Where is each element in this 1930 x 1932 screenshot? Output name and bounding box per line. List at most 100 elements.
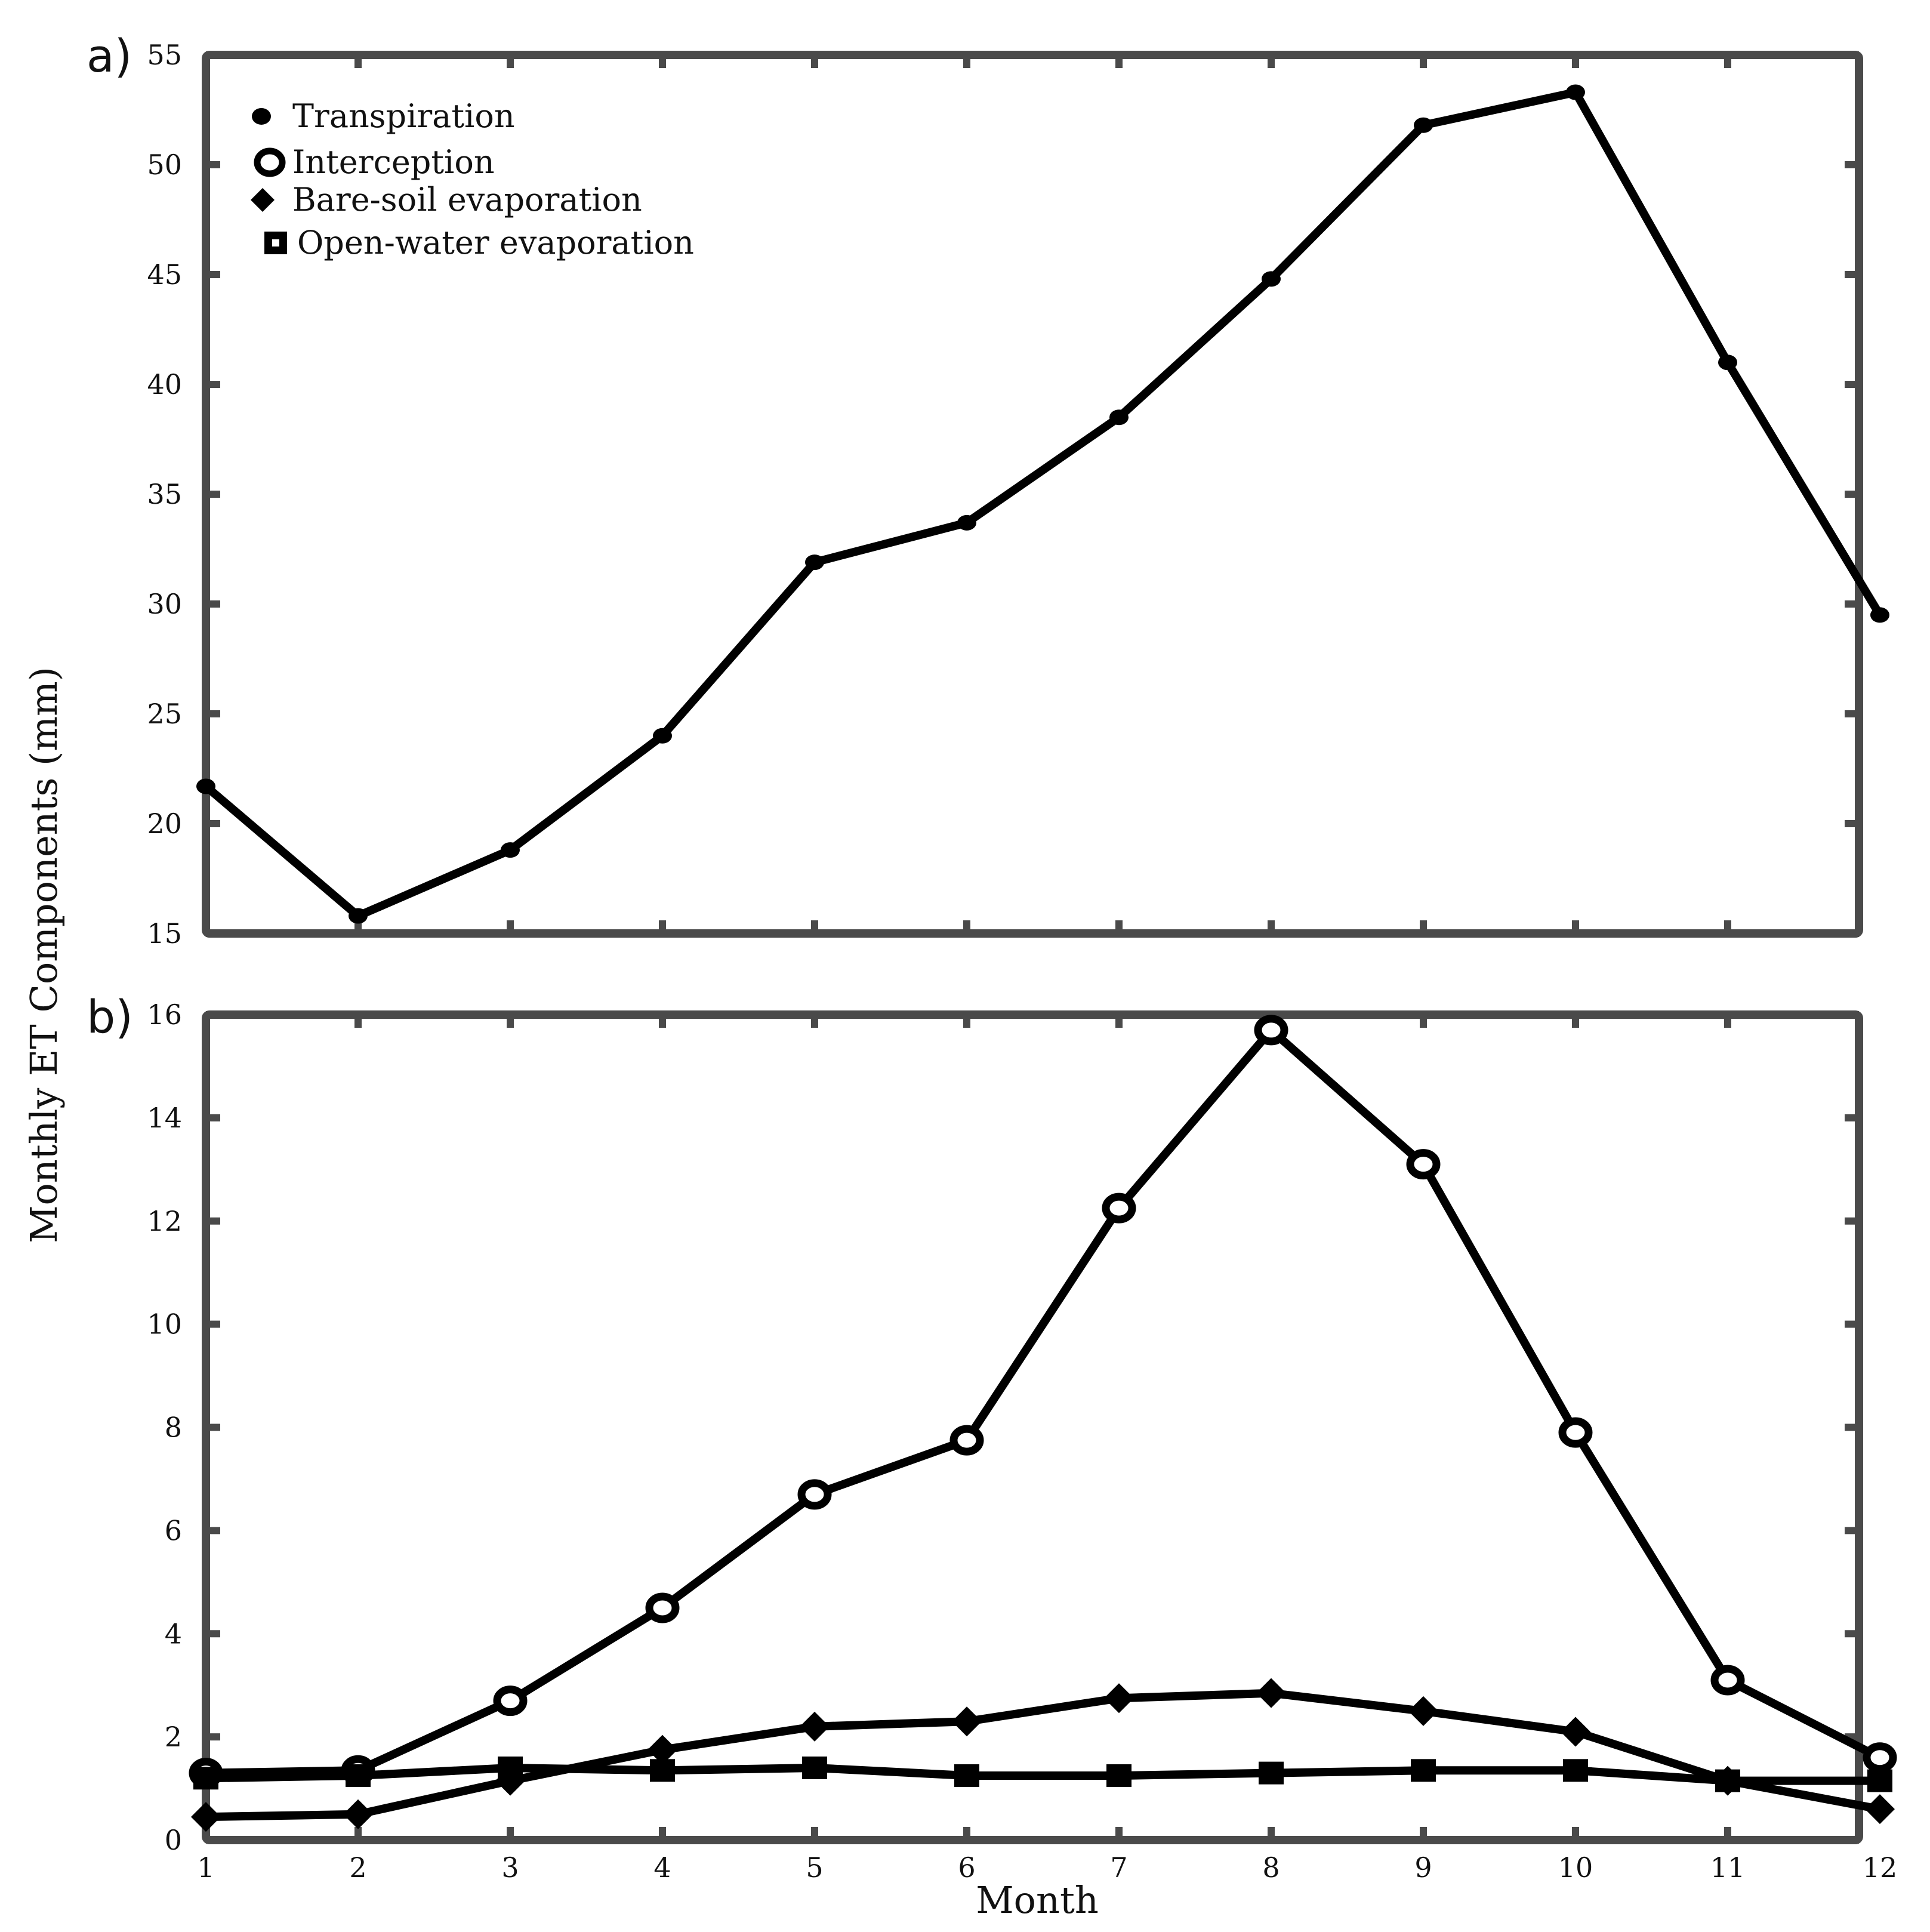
bare-soil-evaporation-point-9 xyxy=(1408,1696,1438,1726)
transpiration-point-1 xyxy=(196,778,215,794)
transpiration-line xyxy=(202,88,1884,920)
open-water-evaporation-line xyxy=(202,1764,1884,1785)
panel-a-label: a) xyxy=(87,29,132,82)
legend-interception-marker xyxy=(254,147,286,177)
panel-a-ytick-label-50: 50 xyxy=(147,149,182,181)
interception-point-5 xyxy=(797,1479,832,1510)
panel-b-xtick-label-4: 4 xyxy=(653,1851,671,1884)
bare-soil-evaporation-line xyxy=(202,1688,1884,1822)
panel-a-ytick-label-15: 15 xyxy=(147,917,182,950)
panel-a: a) 15 20 25 30 35 40 45 50 55 Transpiration Inter… xyxy=(87,29,1889,950)
bare-soil-evaporation-point-2 xyxy=(343,1799,373,1829)
panel-a-ytick-label-55: 55 xyxy=(147,39,182,71)
bare-soil-evaporation-point-12 xyxy=(1865,1794,1895,1825)
bare-soil-evaporation-point-1 xyxy=(191,1802,221,1832)
interception-point-12 xyxy=(1863,1742,1897,1773)
bare-soil-evaporation-point-7 xyxy=(1104,1683,1134,1714)
open-water-evaporation-point-1 xyxy=(193,1767,218,1790)
open-water-evaporation-point-4 xyxy=(650,1759,675,1782)
panel-b-ytick-label-16: 16 xyxy=(147,999,182,1031)
transpiration-point-8 xyxy=(1262,271,1281,287)
open-water-evaporation-point-3 xyxy=(498,1756,523,1779)
bare-soil-evaporation-point-10 xyxy=(1561,1717,1590,1747)
transpiration-point-12 xyxy=(1870,607,1889,623)
panel-b-ytick-label-14: 14 xyxy=(147,1102,182,1134)
transpiration-point-5 xyxy=(805,554,824,571)
legend-open-water-evaporation-marker-inner xyxy=(272,239,279,246)
transpiration-point-4 xyxy=(653,728,672,744)
panel-a-marks xyxy=(196,84,1889,924)
panel-b-ytick-label-8: 8 xyxy=(165,1412,182,1444)
panel-a-ytick-label-35: 35 xyxy=(147,478,182,510)
panel-b-ytick-label-4: 4 xyxy=(165,1617,182,1650)
open-water-evaporation-point-12 xyxy=(1867,1769,1892,1792)
panel-a-ytick-label-40: 40 xyxy=(147,368,182,400)
transpiration-point-3 xyxy=(501,842,520,858)
panel-b-xtick-label-6: 6 xyxy=(958,1851,975,1884)
open-water-evaporation-point-7 xyxy=(1106,1764,1132,1787)
bare-soil-evaporation-point-4 xyxy=(648,1734,677,1765)
panel-b-xtick-label-9: 9 xyxy=(1414,1851,1432,1884)
panel-a-ytick-label-45: 45 xyxy=(147,258,182,291)
panel-b-ytick-label-12: 12 xyxy=(147,1205,182,1237)
transpiration-point-10 xyxy=(1566,84,1585,100)
panel-b-label: b) xyxy=(87,990,133,1043)
x-axis-title: Month xyxy=(976,1878,1099,1922)
panel-b-ytick-label-0: 0 xyxy=(165,1824,182,1856)
open-water-evaporation-point-8 xyxy=(1259,1761,1284,1785)
panel-b-xtick-label-8: 8 xyxy=(1262,1851,1280,1884)
interception-point-10 xyxy=(1558,1417,1593,1448)
panel-b-xtick-label-1: 1 xyxy=(197,1851,214,1884)
transpiration-point-11 xyxy=(1718,355,1737,371)
interception-point-3 xyxy=(493,1686,528,1717)
panel-b-xtick-label-7: 7 xyxy=(1110,1851,1127,1884)
transpiration-point-9 xyxy=(1414,117,1433,133)
panel-b-marks xyxy=(189,1015,1897,1832)
interception-point-7 xyxy=(1102,1193,1136,1224)
legend-interception-label: Interception xyxy=(292,143,495,181)
transpiration-point-7 xyxy=(1109,409,1129,426)
bare-soil-evaporation-point-5 xyxy=(800,1711,830,1742)
panel-b-ytick-label-10: 10 xyxy=(147,1308,182,1341)
panel-b-xtick-label-10: 10 xyxy=(1558,1851,1593,1884)
panel-b-xtick-label-5: 5 xyxy=(806,1851,823,1884)
bare-soil-evaporation-point-8 xyxy=(1256,1678,1286,1708)
legend-open-water-evaporation-label: Open-water evaporation xyxy=(297,224,694,261)
panel-a-ytick-label-30: 30 xyxy=(147,588,182,620)
legend-transpiration-label: Transpiration xyxy=(292,97,515,135)
transpiration-point-2 xyxy=(349,908,368,924)
bare-soil-evaporation-point-6 xyxy=(952,1706,982,1737)
panel-a-ticks: 15 20 25 30 35 40 45 50 55 xyxy=(147,39,1859,950)
open-water-evaporation-point-6 xyxy=(954,1764,979,1787)
legend-bare-soil-evaporation-label: Bare-soil evaporation xyxy=(292,181,642,218)
panel-b-ytick-label-6: 6 xyxy=(165,1514,182,1546)
open-water-evaporation-point-5 xyxy=(802,1756,827,1779)
panel-b-xtick-label-3: 3 xyxy=(501,1851,519,1884)
panel-b-xtick-label-11: 11 xyxy=(1710,1851,1746,1884)
transpiration-point-6 xyxy=(957,514,976,531)
open-water-evaporation-point-9 xyxy=(1411,1759,1436,1782)
panel-a-ytick-label-20: 20 xyxy=(147,808,182,840)
panel-a-ytick-label-25: 25 xyxy=(147,698,182,730)
open-water-evaporation-point-11 xyxy=(1715,1769,1740,1792)
legend-transpiration-marker xyxy=(252,108,271,125)
interception-point-9 xyxy=(1406,1149,1441,1180)
legend-bare-soil-evaporation-marker xyxy=(251,188,275,212)
legend-open-water-evaporation-marker xyxy=(264,232,287,254)
panel-b-frame xyxy=(202,1010,1863,1844)
interception-point-4 xyxy=(645,1592,680,1623)
interception-point-8 xyxy=(1254,1015,1288,1046)
open-water-evaporation-point-10 xyxy=(1563,1759,1588,1782)
panel-b-ytick-label-2: 2 xyxy=(165,1721,182,1753)
panel-b-xtick-label-2: 2 xyxy=(349,1851,366,1884)
interception-point-6 xyxy=(949,1425,984,1456)
panel-b-xtick-label-12: 12 xyxy=(1863,1851,1898,1884)
open-water-evaporation-point-2 xyxy=(346,1764,371,1787)
interception-line xyxy=(202,1025,1884,1777)
interception-point-11 xyxy=(1710,1665,1745,1696)
y-axis-title: Monthly ET Components (mm) xyxy=(22,667,66,1243)
